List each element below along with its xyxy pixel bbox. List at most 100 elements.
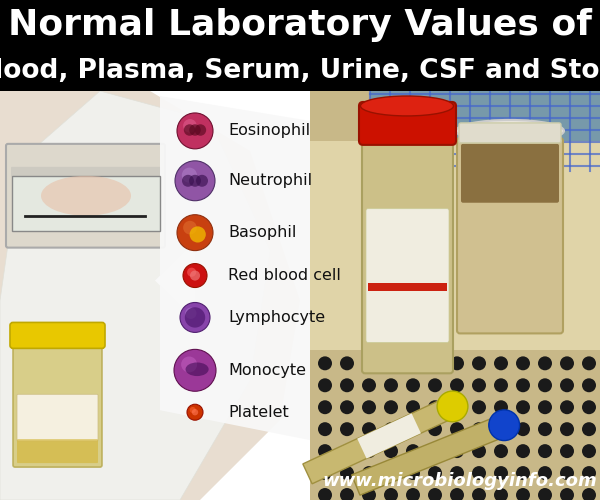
- Circle shape: [192, 409, 198, 416]
- Circle shape: [538, 356, 552, 370]
- Circle shape: [494, 378, 508, 392]
- Circle shape: [450, 400, 464, 414]
- FancyBboxPatch shape: [459, 123, 561, 143]
- Circle shape: [190, 226, 206, 242]
- Text: www.microbiologyinfo.com: www.microbiologyinfo.com: [322, 472, 597, 490]
- FancyBboxPatch shape: [310, 141, 600, 420]
- Circle shape: [384, 400, 398, 414]
- Circle shape: [384, 488, 398, 500]
- Circle shape: [450, 422, 464, 436]
- Polygon shape: [155, 240, 195, 320]
- Circle shape: [406, 422, 420, 436]
- Circle shape: [582, 466, 596, 480]
- Circle shape: [494, 422, 508, 436]
- Circle shape: [182, 175, 194, 187]
- FancyBboxPatch shape: [362, 138, 453, 374]
- Circle shape: [340, 444, 354, 458]
- Text: Basophil: Basophil: [228, 225, 296, 240]
- Polygon shape: [0, 91, 300, 500]
- Circle shape: [450, 378, 464, 392]
- Circle shape: [187, 404, 203, 420]
- Circle shape: [538, 444, 552, 458]
- Circle shape: [187, 268, 196, 276]
- Circle shape: [190, 270, 200, 280]
- Circle shape: [437, 391, 468, 422]
- Polygon shape: [0, 91, 270, 500]
- Circle shape: [362, 400, 376, 414]
- Circle shape: [472, 378, 486, 392]
- Circle shape: [516, 356, 530, 370]
- Text: Red blood cell: Red blood cell: [228, 268, 341, 283]
- Circle shape: [582, 488, 596, 500]
- Circle shape: [582, 444, 596, 458]
- Circle shape: [560, 356, 574, 370]
- Circle shape: [362, 422, 376, 436]
- Circle shape: [384, 422, 398, 436]
- Polygon shape: [160, 96, 310, 440]
- Circle shape: [428, 356, 442, 370]
- Circle shape: [318, 422, 332, 436]
- Circle shape: [472, 400, 486, 414]
- Circle shape: [494, 488, 508, 500]
- Circle shape: [560, 422, 574, 436]
- Circle shape: [428, 400, 442, 414]
- Circle shape: [538, 466, 552, 480]
- Circle shape: [340, 400, 354, 414]
- Circle shape: [516, 400, 530, 414]
- Circle shape: [183, 264, 207, 287]
- Circle shape: [177, 113, 213, 149]
- FancyBboxPatch shape: [359, 102, 456, 145]
- Circle shape: [494, 356, 508, 370]
- Circle shape: [406, 466, 420, 480]
- Circle shape: [560, 466, 574, 480]
- Circle shape: [406, 356, 420, 370]
- Text: Platelet: Platelet: [228, 404, 289, 419]
- FancyBboxPatch shape: [310, 350, 600, 500]
- Polygon shape: [357, 414, 421, 459]
- Circle shape: [428, 488, 442, 500]
- Circle shape: [450, 444, 464, 458]
- FancyBboxPatch shape: [13, 344, 102, 467]
- Circle shape: [582, 378, 596, 392]
- Circle shape: [189, 124, 201, 136]
- Circle shape: [362, 488, 376, 500]
- Circle shape: [174, 350, 216, 392]
- Circle shape: [516, 422, 530, 436]
- Circle shape: [582, 356, 596, 370]
- Circle shape: [450, 356, 464, 370]
- Circle shape: [538, 400, 552, 414]
- FancyBboxPatch shape: [370, 91, 600, 171]
- Circle shape: [538, 378, 552, 392]
- Circle shape: [472, 444, 486, 458]
- Circle shape: [560, 488, 574, 500]
- FancyBboxPatch shape: [368, 282, 447, 290]
- Circle shape: [362, 466, 376, 480]
- Circle shape: [516, 488, 530, 500]
- Circle shape: [318, 378, 332, 392]
- FancyBboxPatch shape: [6, 144, 165, 248]
- Circle shape: [472, 488, 486, 500]
- Circle shape: [450, 466, 464, 480]
- Circle shape: [340, 488, 354, 500]
- Circle shape: [318, 400, 332, 414]
- Circle shape: [406, 488, 420, 500]
- Text: Neutrophil: Neutrophil: [228, 174, 312, 188]
- FancyBboxPatch shape: [10, 322, 105, 348]
- Circle shape: [489, 410, 520, 440]
- Circle shape: [384, 378, 398, 392]
- Circle shape: [428, 378, 442, 392]
- Circle shape: [538, 488, 552, 500]
- FancyBboxPatch shape: [12, 176, 160, 231]
- Text: Eosinophil: Eosinophil: [228, 124, 310, 138]
- Ellipse shape: [41, 176, 131, 216]
- Circle shape: [516, 466, 530, 480]
- Ellipse shape: [361, 96, 454, 116]
- Circle shape: [175, 161, 215, 200]
- Circle shape: [560, 400, 574, 414]
- Circle shape: [582, 422, 596, 436]
- Circle shape: [183, 119, 197, 132]
- Circle shape: [340, 356, 354, 370]
- Circle shape: [472, 466, 486, 480]
- Circle shape: [582, 400, 596, 414]
- Circle shape: [362, 378, 376, 392]
